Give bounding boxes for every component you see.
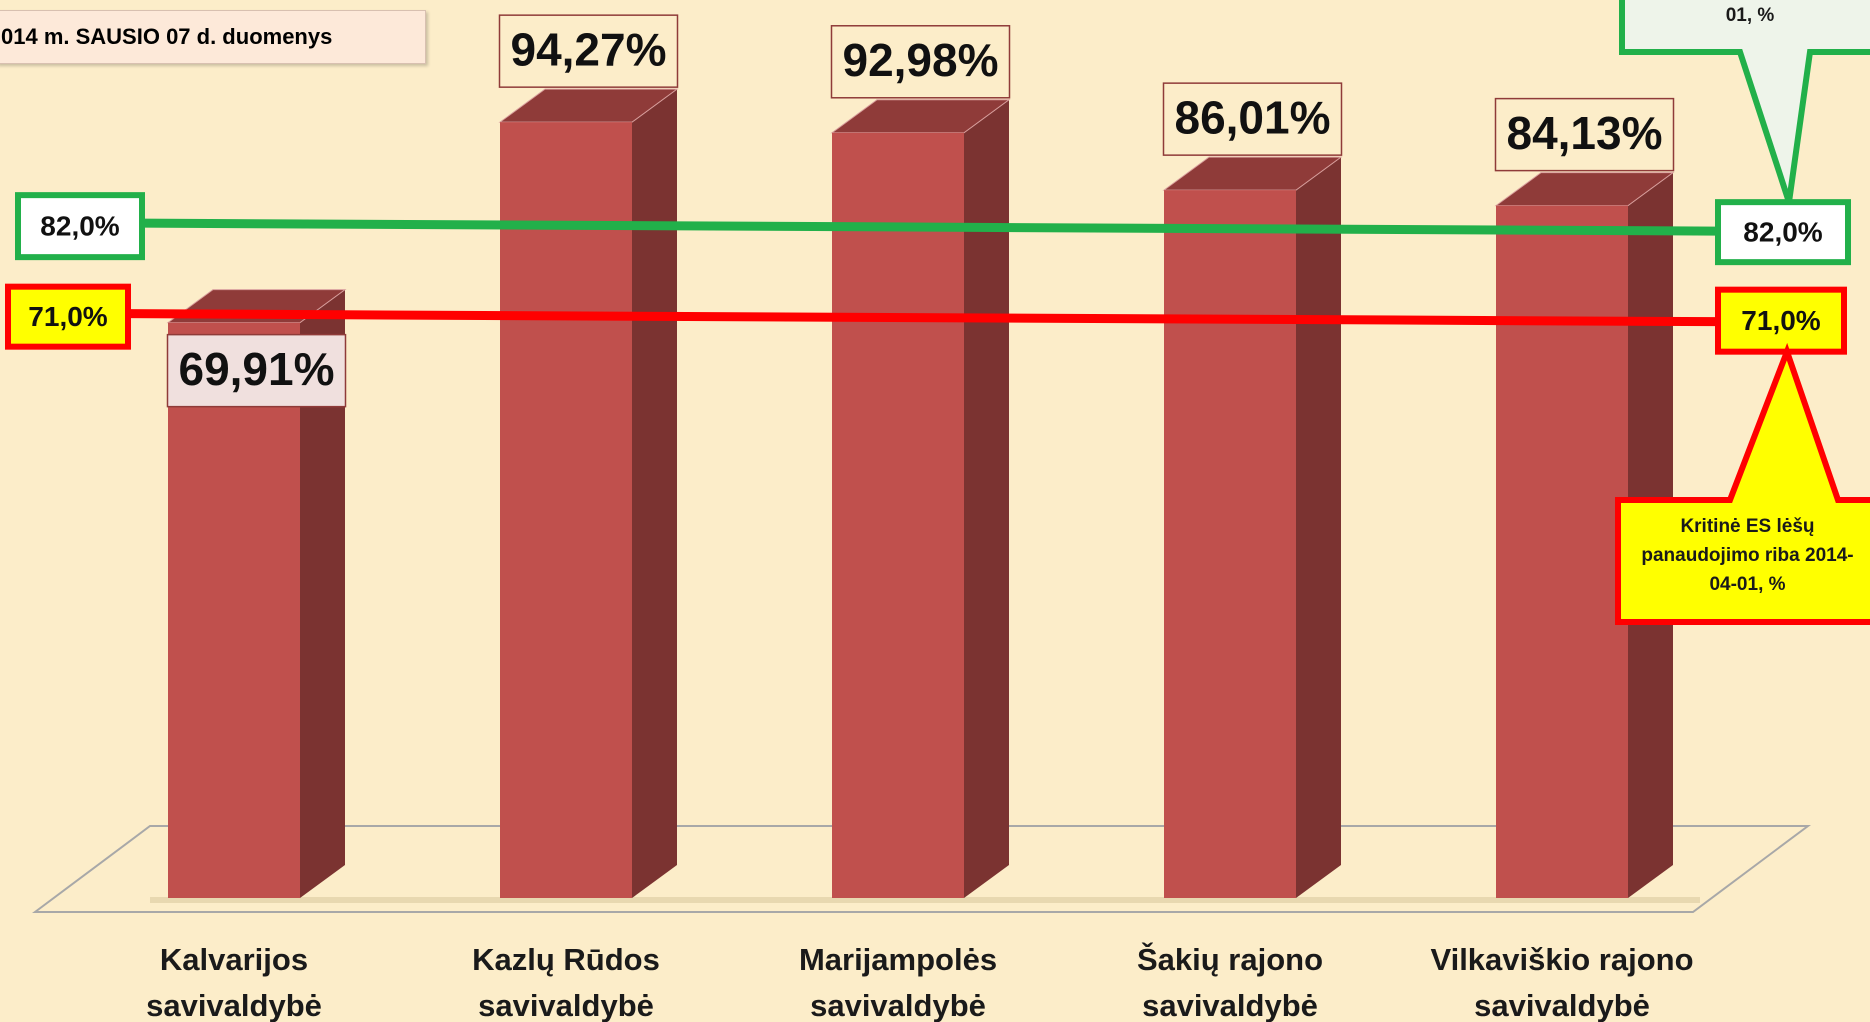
bar	[832, 132, 964, 898]
x-tick-label: Marijampolės savivaldybė	[798, 942, 998, 1022]
reference-label-box	[15, 192, 145, 261]
bar-side	[964, 99, 1009, 898]
x-tick-label: Vilkaviškio rajono savivaldybė	[1430, 942, 1694, 1022]
reference-line	[141, 218, 1719, 236]
reference-label: 82,0%	[40, 211, 119, 242]
reference-label-box	[1715, 286, 1847, 355]
reference-label: 71,0%	[1741, 305, 1820, 336]
bar	[500, 122, 632, 898]
reference-label: 71,0%	[28, 301, 107, 332]
bar	[1496, 205, 1628, 898]
x-tick-label: Kalvarijos savivaldybė	[146, 942, 322, 1022]
value-label: 84,13%	[1506, 107, 1662, 159]
value-label-box	[498, 14, 679, 88]
x-tick-label: Kazlų Rūdos savivaldybė	[472, 942, 660, 1022]
chart-header: 014 m. SAUSIO 07 d. duomenys	[0, 10, 426, 64]
callout-text: panaudojimo riba 2014-04-01, %	[1725, 5, 1775, 26]
bar	[1164, 190, 1296, 898]
value-label: 69,91%	[178, 343, 334, 395]
reference-label: 82,0%	[1743, 217, 1822, 248]
reference-label-box	[1715, 199, 1851, 266]
value-label-box	[1162, 82, 1343, 156]
value-label-box	[830, 25, 1011, 99]
value-label-box	[166, 333, 347, 408]
floor	[31, 825, 1812, 913]
callout-text: Kritinė ES lėšų panaudojimo riba 2014-04…	[1641, 516, 1854, 595]
bar-side	[1296, 157, 1341, 898]
value-label: 92,98%	[842, 34, 998, 86]
callout	[1619, 0, 1870, 204]
bar	[168, 322, 300, 898]
x-tick-label: Šakių rajono savivaldybė	[1136, 942, 1324, 1022]
bar-side	[300, 289, 345, 898]
reference-label-box	[5, 283, 131, 350]
value-label: 86,01%	[1174, 91, 1330, 143]
value-label: 94,27%	[510, 23, 666, 75]
bar-side	[632, 89, 677, 898]
value-label-box	[1494, 97, 1675, 172]
callout	[1615, 342, 1870, 625]
reference-line	[127, 309, 1719, 327]
bar-top	[1494, 172, 1675, 207]
